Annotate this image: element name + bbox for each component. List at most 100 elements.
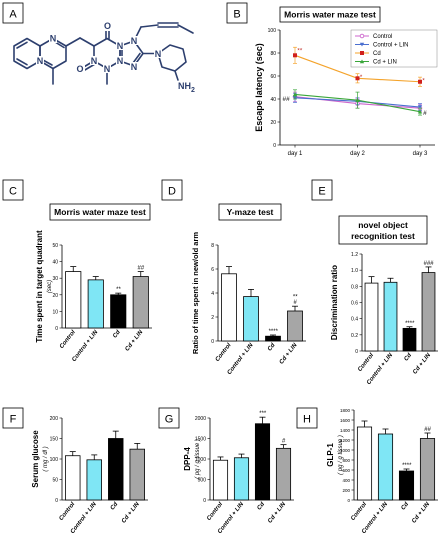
svg-text:N: N <box>117 56 124 66</box>
y-axis-label: Escape latency (sec) <box>254 43 264 132</box>
bar <box>421 272 436 352</box>
legend-entry: Control <box>373 34 392 40</box>
bar <box>65 271 82 329</box>
y-axis-label: DPP-4 <box>183 447 192 471</box>
chart-title-box <box>279 6 381 23</box>
y-tick-label: 2 <box>211 315 214 321</box>
category-label: Control <box>206 501 224 522</box>
chart-title: Morris water maze test <box>54 207 146 217</box>
significance-mark: # <box>293 300 297 306</box>
y-tick-label: 1500 <box>195 437 206 443</box>
y-axis-label: Serum glucose <box>31 430 40 488</box>
significance-mark: * <box>422 78 425 85</box>
svg-text:N: N <box>117 41 124 51</box>
category-label: Cd <box>256 501 266 511</box>
y-tick-label: 0 <box>211 339 214 345</box>
y-tick-label: 0.6 <box>351 301 358 307</box>
category-label: Cd <box>400 501 410 511</box>
category-label: Cd + LIN <box>412 352 432 376</box>
panel-label-box <box>226 2 248 24</box>
amine-label: NH2 <box>178 81 195 94</box>
panel-label: B <box>233 9 240 21</box>
y-tick-label: 1000 <box>340 448 351 453</box>
bar <box>212 459 229 501</box>
category-label: Control <box>215 342 233 363</box>
category-label: Control <box>350 501 368 522</box>
legend-marker <box>360 51 364 55</box>
y-tick-label: 0 <box>55 498 58 504</box>
panel-label-box <box>2 179 24 201</box>
y-tick-label: 20 <box>270 120 276 126</box>
y-axis-label: Discrimination ratio <box>330 265 339 340</box>
y-tick-label: 40 <box>52 260 58 266</box>
y-tick-label: 0 <box>273 143 276 149</box>
category-label: Cd <box>110 501 120 511</box>
significance-mark: ** <box>116 287 121 293</box>
data-point <box>418 79 422 84</box>
y-tick-label: 60 <box>270 74 276 80</box>
y-axis-unit: ( pg / g tissue ) <box>338 435 344 475</box>
bar <box>364 282 379 352</box>
bar <box>65 455 81 501</box>
panel-label: H <box>303 414 311 426</box>
legend-marker <box>359 42 365 47</box>
panel-label-box <box>2 407 24 429</box>
legend-marker <box>359 33 365 39</box>
molecule-atoms: N N N N N N N N N O O <box>36 21 162 74</box>
x-tick-label: day 2 <box>350 151 365 157</box>
svg-text:N: N <box>104 64 111 74</box>
category-label: Cd <box>112 329 122 339</box>
svg-text:O: O <box>104 21 111 31</box>
svg-text:N: N <box>50 34 57 44</box>
significance-mark: **** <box>402 463 412 469</box>
svg-text:N: N <box>131 62 138 72</box>
y-tick-label: 0.2 <box>351 333 358 339</box>
y-tick-label: 10 <box>52 309 58 315</box>
panel-a: A <box>2 2 195 94</box>
bar <box>254 423 271 501</box>
category-label: Cd <box>403 352 413 362</box>
data-point <box>355 76 360 81</box>
significance-mark: ** <box>293 295 298 301</box>
category-label: Cd + LIN <box>411 501 431 525</box>
data-point <box>355 98 360 102</box>
y-axis-unit: ( mg / dl ) <box>43 446 49 471</box>
panel-label: F <box>10 414 17 426</box>
panel-label: E <box>318 186 325 198</box>
bar <box>402 327 417 352</box>
y-axis-label: Ratio of time spent in new/old arm <box>191 232 200 354</box>
svg-text:N: N <box>131 36 138 46</box>
y-tick-label: 1600 <box>340 418 351 423</box>
y-axis-unit: (sec) <box>47 280 53 293</box>
chart-title-box <box>218 203 282 221</box>
significance-mark: * <box>360 74 363 81</box>
y-tick-label: 200 <box>342 488 350 493</box>
bar <box>233 457 250 501</box>
svg-text:N: N <box>155 49 162 59</box>
bar <box>86 459 102 501</box>
svg-text:N: N <box>37 56 44 66</box>
bar <box>129 448 145 501</box>
y-tick-label: 800 <box>342 458 350 463</box>
panel-g: G 0 500 1000 1500 2000 DPP-4( pg / g tissue )… <box>158 407 294 535</box>
category-label: Cd + LIN <box>121 501 141 525</box>
category-label: Cd + LIN <box>279 342 299 366</box>
bar <box>287 310 303 342</box>
bar <box>356 426 373 501</box>
y-tick-label: 600 <box>342 468 350 473</box>
significance-mark: # <box>423 110 427 117</box>
y-tick-label: 20 <box>52 293 58 299</box>
bar <box>243 296 259 342</box>
chart-title-box <box>49 203 151 221</box>
y-axis-label: GLP-1 <box>326 443 335 467</box>
svg-text:N: N <box>91 56 98 66</box>
bar <box>398 470 415 501</box>
y-tick-label: 0 <box>347 498 350 503</box>
legend-box <box>350 29 438 68</box>
chart-title-line: novel object <box>358 220 408 230</box>
category-label: Control <box>357 352 375 373</box>
panel-c: C Morris water maze test 0 10 20 30 40 50 Time … <box>2 179 152 363</box>
y-axis-label: Time spent in target quadrant <box>35 230 44 343</box>
y-tick-label: 1.2 <box>351 252 358 258</box>
